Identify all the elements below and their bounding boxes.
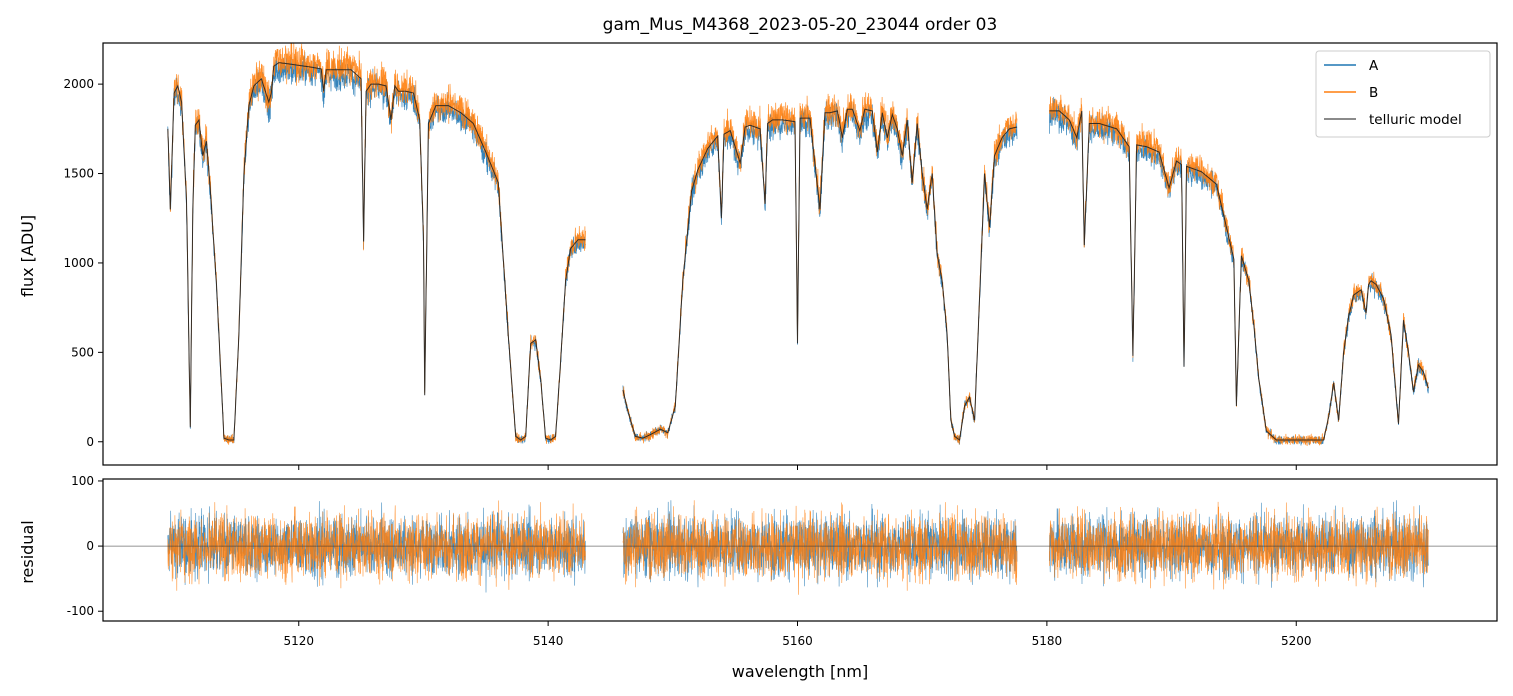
legend-label-model: telluric model (1369, 112, 1462, 128)
x-tick-label-5180: 5180 (1032, 634, 1063, 648)
telluric-model-line-segment-1 (167, 62, 586, 441)
y-tick-label-2000: 2000 (63, 77, 94, 91)
spectrum-axes-frame (102, 42, 1498, 466)
spectrum-y-axis-label: flux [ADU] (18, 215, 37, 297)
y-tick-label-500: 500 (71, 345, 94, 359)
telluric-model-line-segment-2 (622, 108, 1018, 442)
residual-y-tick-label--100: -100 (67, 604, 94, 618)
residual-b-line-segment-2 (622, 500, 1018, 595)
x-tick-label-5120: 5120 (283, 634, 314, 648)
x-tick-label-5200: 5200 (1281, 634, 1312, 648)
residual-y-axis-label: residual (18, 520, 37, 583)
legend-label-b: B (1369, 85, 1378, 101)
x-axis-label: wavelength [nm] (732, 662, 869, 681)
legend-box (1315, 50, 1491, 138)
y-tick-label-0: 0 (86, 435, 94, 449)
residual-plot-area (103, 500, 1497, 595)
residual-axes-frame (102, 478, 1498, 622)
spectrum-plot-area (167, 43, 1429, 447)
x-tick-label-5160: 5160 (782, 634, 813, 648)
residual-b-line-segment-1 (167, 500, 586, 591)
residual-b-line-segment-3 (1049, 501, 1429, 590)
legend-label-a: A (1369, 58, 1379, 74)
spectrum-ticks: 0 500 1000 1500 2000 (63, 77, 1297, 470)
residual-a-line-segment-2 (622, 500, 1018, 588)
chart-title: gam_Mus_M4368_2023-05-20_23044 order 03 (603, 15, 998, 35)
y-tick-label-1000: 1000 (63, 256, 94, 270)
residual-y-tick-label-0: 0 (86, 539, 94, 553)
residual-ticks: -100 0 100 5120 5140 5160 5180 5200 (67, 474, 1312, 648)
residual-y-tick-label-100: 100 (71, 474, 94, 488)
legend: A B telluric model (1315, 50, 1491, 138)
y-tick-label-1500: 1500 (63, 167, 94, 181)
telluric-model-line-segment-3 (1049, 110, 1429, 441)
x-tick-label-5140: 5140 (533, 634, 564, 648)
